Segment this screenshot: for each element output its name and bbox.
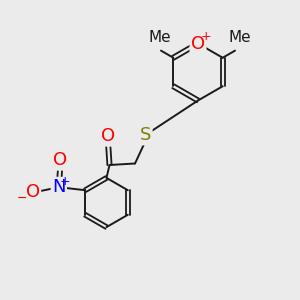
Text: O: O [191,34,205,52]
Text: S: S [140,126,151,144]
Text: +: + [201,30,212,44]
Text: −: − [17,192,27,205]
Text: N: N [52,178,65,196]
Text: O: O [53,151,68,169]
Text: Me: Me [148,30,171,45]
Text: O: O [101,127,115,145]
Text: +: + [60,175,71,188]
Text: O: O [26,183,40,201]
Text: Me: Me [228,30,251,45]
